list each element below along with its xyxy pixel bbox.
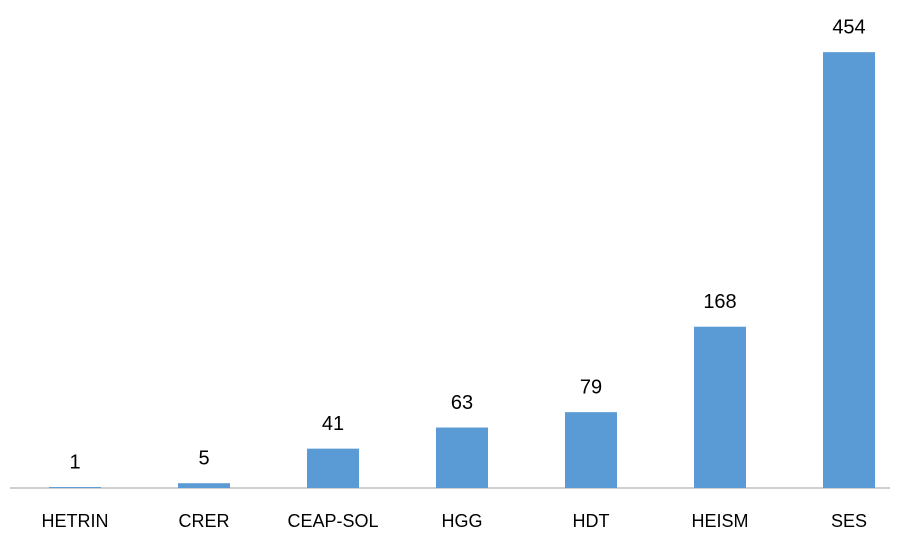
x-tick-label: SES: [831, 511, 867, 531]
data-label: 168: [703, 291, 736, 313]
bar: [823, 52, 875, 488]
bar: [565, 412, 617, 488]
bar: [307, 448, 359, 488]
bar: [694, 326, 746, 488]
x-tick-label: HDT: [573, 511, 610, 531]
bar: [436, 427, 488, 488]
bar: [49, 487, 101, 488]
data-label: 5: [198, 447, 209, 469]
data-label: 63: [451, 392, 473, 414]
x-tick-label: CRER: [178, 511, 229, 531]
data-label: 454: [832, 16, 865, 38]
data-label: 1: [69, 451, 80, 473]
data-label: 79: [580, 376, 602, 398]
x-tick-label: HEISM: [691, 511, 748, 531]
x-tick-label: HETRIN: [42, 511, 109, 531]
x-tick-label: CEAP-SOL: [287, 511, 378, 531]
data-label: 41: [322, 413, 344, 435]
x-tick-label: HGG: [441, 511, 482, 531]
bar: [178, 483, 230, 488]
